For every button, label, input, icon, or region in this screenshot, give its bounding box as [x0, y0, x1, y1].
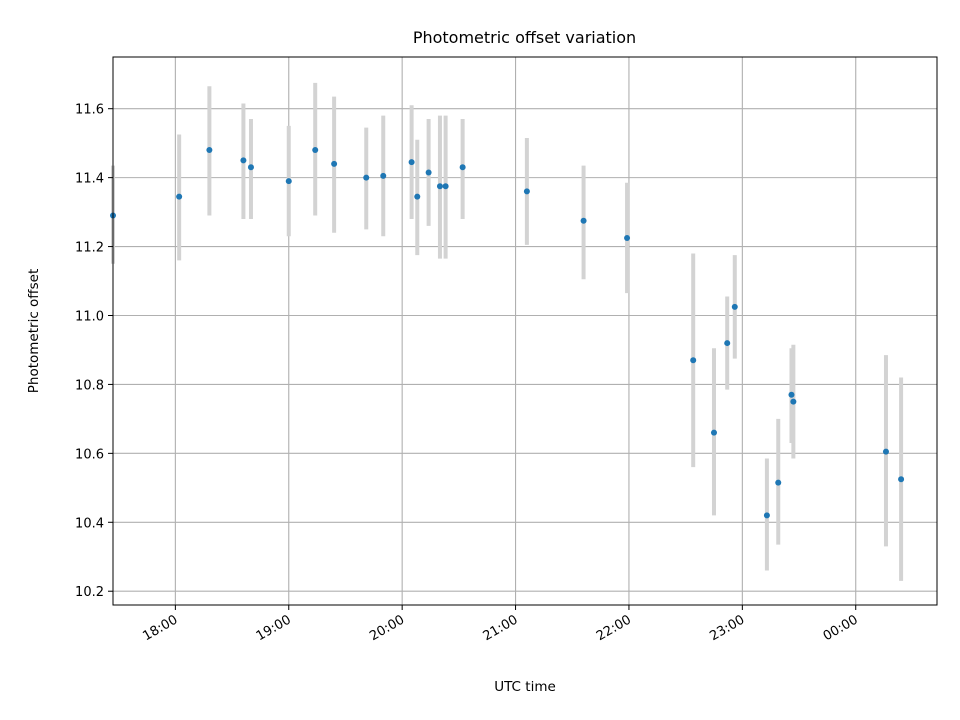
data-point: [240, 157, 247, 164]
y-tick-label: 10.2: [75, 585, 104, 600]
data-point: [898, 476, 905, 483]
data-point: [425, 169, 432, 176]
data-point: [580, 217, 587, 224]
y-tick-label: 10.8: [75, 378, 104, 393]
data-point: [763, 512, 770, 519]
y-axis-ticks: 10.2 10.4 10.6 10.8 11.0 11.2 11.4 11.6: [75, 103, 113, 600]
data-point: [882, 448, 889, 455]
data-point: [710, 429, 717, 436]
data-point: [206, 147, 213, 154]
y-tick-label: 11.2: [75, 241, 104, 256]
chart-title: Photometric offset variation: [413, 28, 636, 47]
data-point: [414, 193, 421, 200]
data-point: [331, 160, 338, 167]
data-point: [731, 303, 738, 310]
data-point: [624, 234, 631, 241]
data-point: [380, 172, 387, 179]
data-point: [436, 183, 443, 190]
data-point: [523, 188, 530, 195]
plot-frame: [112, 56, 938, 606]
y-tick-label: 11.6: [75, 103, 104, 118]
data-point: [285, 178, 292, 185]
data-point: [775, 479, 782, 486]
data-point: [408, 159, 415, 166]
data-point: [363, 174, 370, 181]
data-point: [442, 183, 449, 190]
y-tick-label: 10.6: [75, 447, 104, 462]
data-point: [312, 147, 319, 154]
y-tick-label: 11.0: [75, 309, 104, 324]
data-point: [459, 164, 466, 171]
data-point: [690, 357, 697, 364]
data-point: [247, 164, 254, 171]
y-tick-label: 11.4: [75, 172, 104, 187]
data-point: [176, 193, 183, 200]
data-point: [790, 398, 797, 405]
data-point: [788, 391, 795, 398]
x-axis-label: UTC time: [494, 679, 556, 695]
data-points: [110, 147, 905, 519]
y-axis-label: Photometric offset: [26, 269, 42, 393]
data-point: [724, 340, 731, 347]
y-tick-label: 10.4: [75, 516, 104, 531]
